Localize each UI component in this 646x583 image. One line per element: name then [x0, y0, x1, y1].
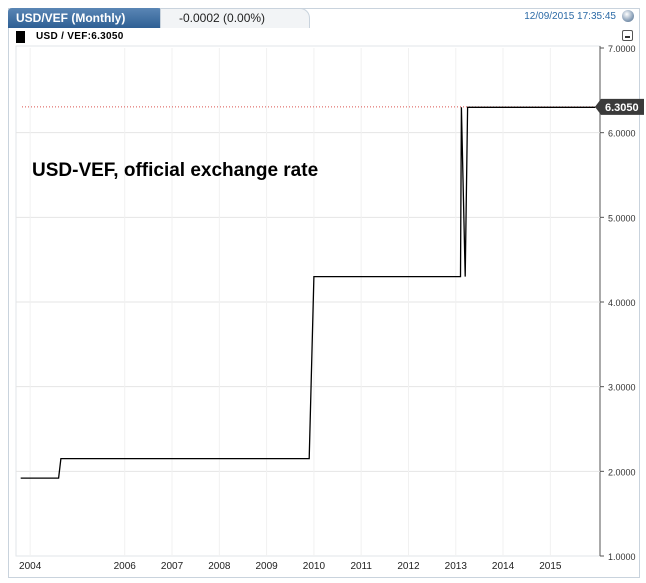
x-tick-label: 2006 [114, 561, 137, 572]
last-value-badge [595, 98, 644, 115]
y-tick-label: 1.0000 [608, 552, 636, 562]
timestamp: 12/09/2015 17:35:45 [524, 11, 616, 22]
series-color-swatch [16, 31, 25, 43]
y-tick-label: 3.0000 [608, 383, 636, 393]
last-value-label: 6.3050 [605, 102, 639, 114]
y-tick-label: 5.0000 [608, 213, 636, 223]
plot-area [15, 45, 601, 557]
change-readout: -0.0002 (0.00%) [160, 8, 310, 28]
x-tick-label: 2009 [255, 561, 278, 572]
price-series-line [20, 106, 596, 479]
series-legend-label: USD / VEF:6.3050 [36, 31, 124, 42]
x-tick-label: 2007 [161, 561, 184, 572]
y-tick-label: 6.0000 [608, 129, 636, 139]
refresh-icon[interactable] [622, 10, 634, 22]
y-tick-label: 7.0000 [608, 44, 636, 54]
y-tick-label: 4.0000 [608, 298, 636, 308]
x-tick-label: 2014 [492, 561, 515, 572]
x-tick-label: 2012 [397, 561, 420, 572]
chart-title-tab[interactable]: USD/VEF (Monthly) [8, 8, 168, 28]
x-tick-label: 2011 [350, 561, 372, 572]
x-tick-label: 2008 [208, 561, 231, 572]
chart-annotation: USD-VEF, official exchange rate [32, 160, 318, 181]
x-tick-label: 2004 [19, 561, 42, 572]
x-tick-label: 2013 [445, 561, 468, 572]
minimize-icon[interactable] [622, 30, 633, 41]
y-tick-label: 2.0000 [608, 467, 636, 477]
x-tick-label: 2010 [303, 561, 326, 572]
x-tick-label: 2015 [539, 561, 562, 572]
